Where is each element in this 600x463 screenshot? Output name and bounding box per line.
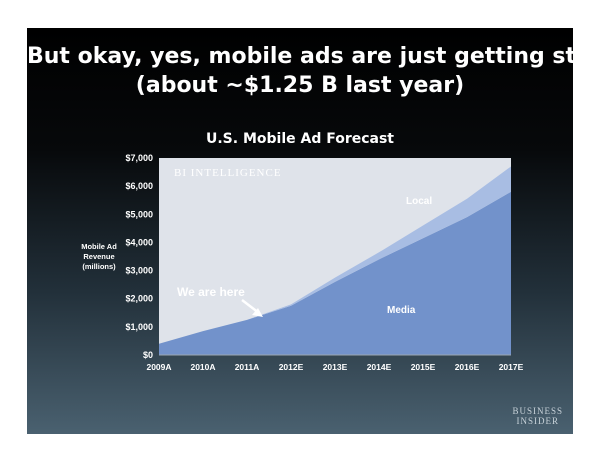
- area-chart: $0 $1,000 $2,000 $3,000 $4,000 $5,000 $6,000 $7…: [81, 153, 523, 372]
- y-axis-label-line-3: (millions): [82, 262, 116, 271]
- business-insider-logo: BUSINESS INSIDER: [512, 406, 563, 426]
- x-tick-label: 2014E: [367, 362, 392, 372]
- we-are-here-arrow-icon: [241, 299, 263, 317]
- headline-line-2: (about ~$1.25 B last year): [135, 73, 465, 98]
- slide-headline: But okay, yes, mobile ads are just getti…: [27, 42, 573, 100]
- x-tick-label: 2011A: [235, 362, 260, 372]
- x-tick-label: 2016E: [455, 362, 480, 372]
- y-tick-label: $0: [143, 350, 153, 360]
- y-axis-ticks: $0 $1,000 $2,000 $3,000 $4,000 $5,000 $6,000 $7…: [125, 153, 153, 360]
- y-tick-label: $6,000: [125, 181, 153, 191]
- x-tick-label: 2015E: [411, 362, 436, 372]
- y-tick-label: $7,000: [125, 153, 153, 163]
- watermark-line-1: BUSINESS: [512, 406, 563, 416]
- watermark-line-2: INSIDER: [516, 416, 559, 426]
- x-tick-label: 2013E: [323, 362, 348, 372]
- x-tick-label: 2009A: [146, 362, 171, 372]
- y-tick-label: $4,000: [125, 237, 153, 247]
- y-tick-label: $5,000: [125, 209, 153, 219]
- slide: But okay, yes, mobile ads are just getti…: [27, 28, 573, 434]
- chart-title: U.S. Mobile Ad Forecast: [205, 131, 394, 147]
- media-area: [159, 191, 511, 355]
- x-tick-label: 2010A: [190, 362, 215, 372]
- media-series-label: Media: [387, 305, 416, 316]
- local-series-label: Local: [406, 196, 432, 207]
- y-tick-label: $3,000: [125, 266, 153, 276]
- bi-intelligence-logo: BI INTELLIGENCE: [174, 167, 282, 179]
- x-tick-label: 2012E: [279, 362, 304, 372]
- we-are-here-annotation: We are here: [177, 285, 245, 299]
- x-axis-ticks: 2009A 2010A 2011A 2012E 2013E 2014E 2015E 2016E…: [146, 362, 523, 372]
- headline-line-1: But okay, yes, mobile ads are just getti…: [27, 44, 573, 69]
- y-axis-label-line-1: Mobile Ad: [81, 242, 117, 251]
- y-axis-label-line-2: Revenue: [83, 252, 114, 261]
- y-tick-label: $1,000: [125, 322, 153, 332]
- y-tick-label: $2,000: [125, 294, 153, 304]
- x-tick-label: 2017E: [499, 362, 524, 372]
